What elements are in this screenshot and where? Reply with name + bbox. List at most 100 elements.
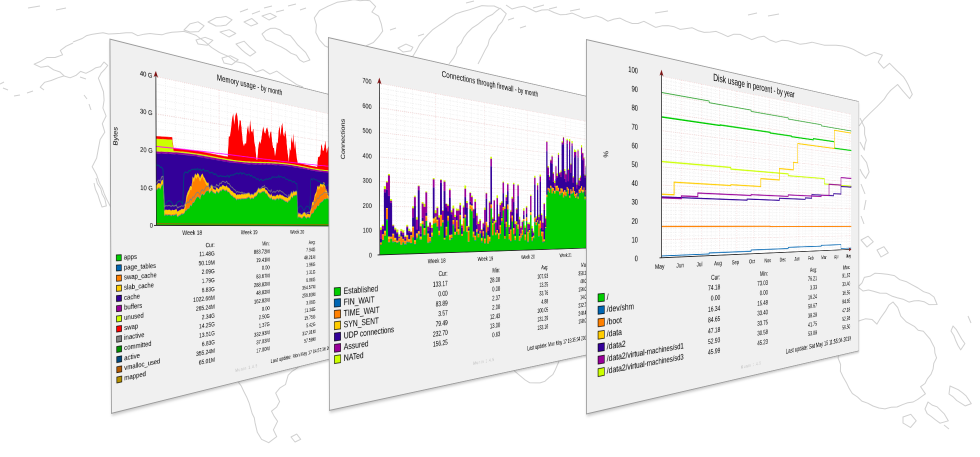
- svg-text:May: May: [655, 263, 665, 271]
- svg-text:12.43: 12.43: [490, 312, 500, 321]
- svg-text:50: 50: [632, 161, 639, 170]
- svg-text:158.00: 158.00: [578, 317, 588, 325]
- svg-text:Jun: Jun: [676, 262, 684, 270]
- svg-text:Established: Established: [344, 284, 378, 296]
- svg-text:30.58: 30.58: [757, 329, 768, 338]
- svg-text:30: 30: [632, 199, 639, 208]
- svg-text:/: /: [607, 293, 610, 303]
- svg-text:354.57M: 354.57M: [302, 283, 315, 291]
- svg-text:288.82M: 288.82M: [254, 280, 270, 289]
- svg-text:Min:: Min:: [492, 266, 500, 274]
- svg-text:59.50: 59.50: [842, 324, 850, 332]
- svg-text:48.21M: 48.21M: [304, 254, 315, 261]
- svg-text:70: 70: [632, 123, 639, 132]
- svg-text:Cur:: Cur:: [711, 274, 720, 282]
- svg-text:Oct: Oct: [749, 258, 755, 265]
- svg-text:Mar: Mar: [821, 254, 826, 260]
- svg-text:0.00: 0.00: [760, 290, 768, 298]
- svg-text:259.83M: 259.83M: [302, 291, 315, 299]
- svg-text:162.82M: 162.82M: [254, 296, 270, 305]
- svg-text:300: 300: [363, 176, 373, 185]
- svg-text:107.93: 107.93: [537, 272, 548, 280]
- svg-text:40: 40: [632, 180, 639, 189]
- svg-text:Week 20: Week 20: [521, 253, 535, 260]
- svg-text:0: 0: [369, 251, 372, 259]
- svg-text:Avg:: Avg:: [810, 267, 817, 274]
- svg-text:156.25: 156.25: [433, 338, 448, 348]
- svg-text:232.70: 232.70: [578, 301, 588, 309]
- svg-text:11.48G: 11.48G: [199, 250, 215, 258]
- svg-text:buffers: buffers: [124, 301, 142, 312]
- svg-text:cache: cache: [124, 292, 140, 302]
- svg-text:Cur:: Cur:: [439, 269, 448, 278]
- svg-text:NATed: NATed: [344, 351, 364, 364]
- svg-text:Min:: Min:: [262, 240, 270, 247]
- svg-text:248.46: 248.46: [578, 309, 588, 317]
- svg-text:10 G: 10 G: [140, 183, 153, 192]
- svg-text:14.25G: 14.25G: [199, 320, 215, 330]
- svg-text:slab_cache: slab_cache: [124, 281, 154, 292]
- svg-text:41.75: 41.75: [808, 321, 817, 329]
- svg-text:13.25: 13.25: [539, 281, 548, 289]
- svg-text:50.19M: 50.19M: [199, 258, 215, 267]
- svg-text:52.93: 52.93: [708, 337, 720, 347]
- svg-text:7.94G: 7.94G: [306, 246, 315, 253]
- svg-text:Week 19: Week 19: [478, 255, 494, 262]
- svg-text:6.83G: 6.83G: [202, 338, 215, 348]
- svg-text:16.24: 16.24: [808, 294, 817, 302]
- svg-text:400: 400: [363, 152, 373, 161]
- svg-text:100: 100: [363, 227, 372, 235]
- svg-text:swap: swap: [124, 321, 138, 332]
- svg-text:83.67M: 83.67M: [256, 272, 270, 280]
- svg-text:84.65: 84.65: [842, 298, 850, 305]
- svg-text:5.42G: 5.42G: [306, 321, 315, 329]
- svg-text:79.49: 79.49: [436, 319, 448, 329]
- svg-text:6.80G: 6.80G: [306, 276, 315, 283]
- svg-text:1.37G: 1.37G: [259, 320, 270, 329]
- svg-text:0.00: 0.00: [262, 264, 270, 272]
- svg-text:600: 600: [362, 101, 372, 110]
- svg-text:48.82M: 48.82M: [256, 288, 270, 297]
- svg-text:131.29: 131.29: [537, 315, 548, 323]
- svg-text:2.50G: 2.50G: [259, 312, 270, 321]
- svg-text:Avg:: Avg:: [309, 239, 316, 246]
- svg-text:/dev/shm: /dev/shm: [607, 302, 634, 314]
- svg-text:/data2: /data2: [607, 339, 626, 351]
- svg-text:91.67: 91.67: [842, 273, 850, 280]
- svg-text:0.00: 0.00: [492, 285, 500, 293]
- svg-text:1022.66M: 1022.66M: [193, 294, 215, 304]
- svg-text:Week 20: Week 20: [290, 229, 304, 236]
- svg-text:15.48: 15.48: [757, 299, 768, 307]
- svg-text:page_tables: page_tables: [124, 261, 156, 271]
- svg-text:16.34: 16.34: [708, 305, 720, 314]
- svg-text:2.37: 2.37: [492, 294, 500, 302]
- svg-text:10: 10: [632, 236, 639, 245]
- svg-text:0: 0: [150, 221, 153, 229]
- svg-text:Week 19: Week 19: [241, 229, 258, 236]
- svg-text:Apr: Apr: [834, 254, 839, 260]
- svg-text:TIME_WAIT: TIME_WAIT: [344, 306, 380, 319]
- svg-text:38.28: 38.28: [808, 312, 817, 320]
- svg-text:84.65: 84.65: [708, 316, 720, 325]
- svg-text:Bytes: Bytes: [112, 126, 120, 146]
- svg-text:37.03M: 37.03M: [256, 337, 270, 347]
- svg-text:52.93: 52.93: [842, 315, 850, 322]
- svg-text:2.34G: 2.34G: [202, 311, 215, 320]
- svg-text:2.00: 2.00: [492, 303, 500, 311]
- svg-text:1.79G: 1.79G: [202, 276, 215, 285]
- svg-text:Munin 1.4.5: Munin 1.4.5: [473, 358, 494, 367]
- svg-text:50.67: 50.67: [808, 303, 817, 311]
- svg-text:3.57: 3.57: [438, 309, 447, 318]
- svg-text:265.24M: 265.24M: [196, 303, 215, 313]
- svg-text:/data: /data: [607, 328, 623, 340]
- svg-text:1.96G: 1.96G: [306, 261, 315, 268]
- svg-text:100: 100: [628, 66, 638, 76]
- svg-text:74.18: 74.18: [708, 284, 720, 293]
- svg-text:33.76: 33.76: [539, 289, 548, 297]
- svg-text:0.63: 0.63: [492, 330, 500, 339]
- svg-text:active: active: [124, 351, 140, 362]
- svg-text:48.00: 48.00: [580, 278, 588, 285]
- svg-text:20: 20: [632, 218, 639, 226]
- svg-text:45.23: 45.23: [757, 339, 768, 348]
- svg-text:Min:: Min:: [760, 270, 768, 278]
